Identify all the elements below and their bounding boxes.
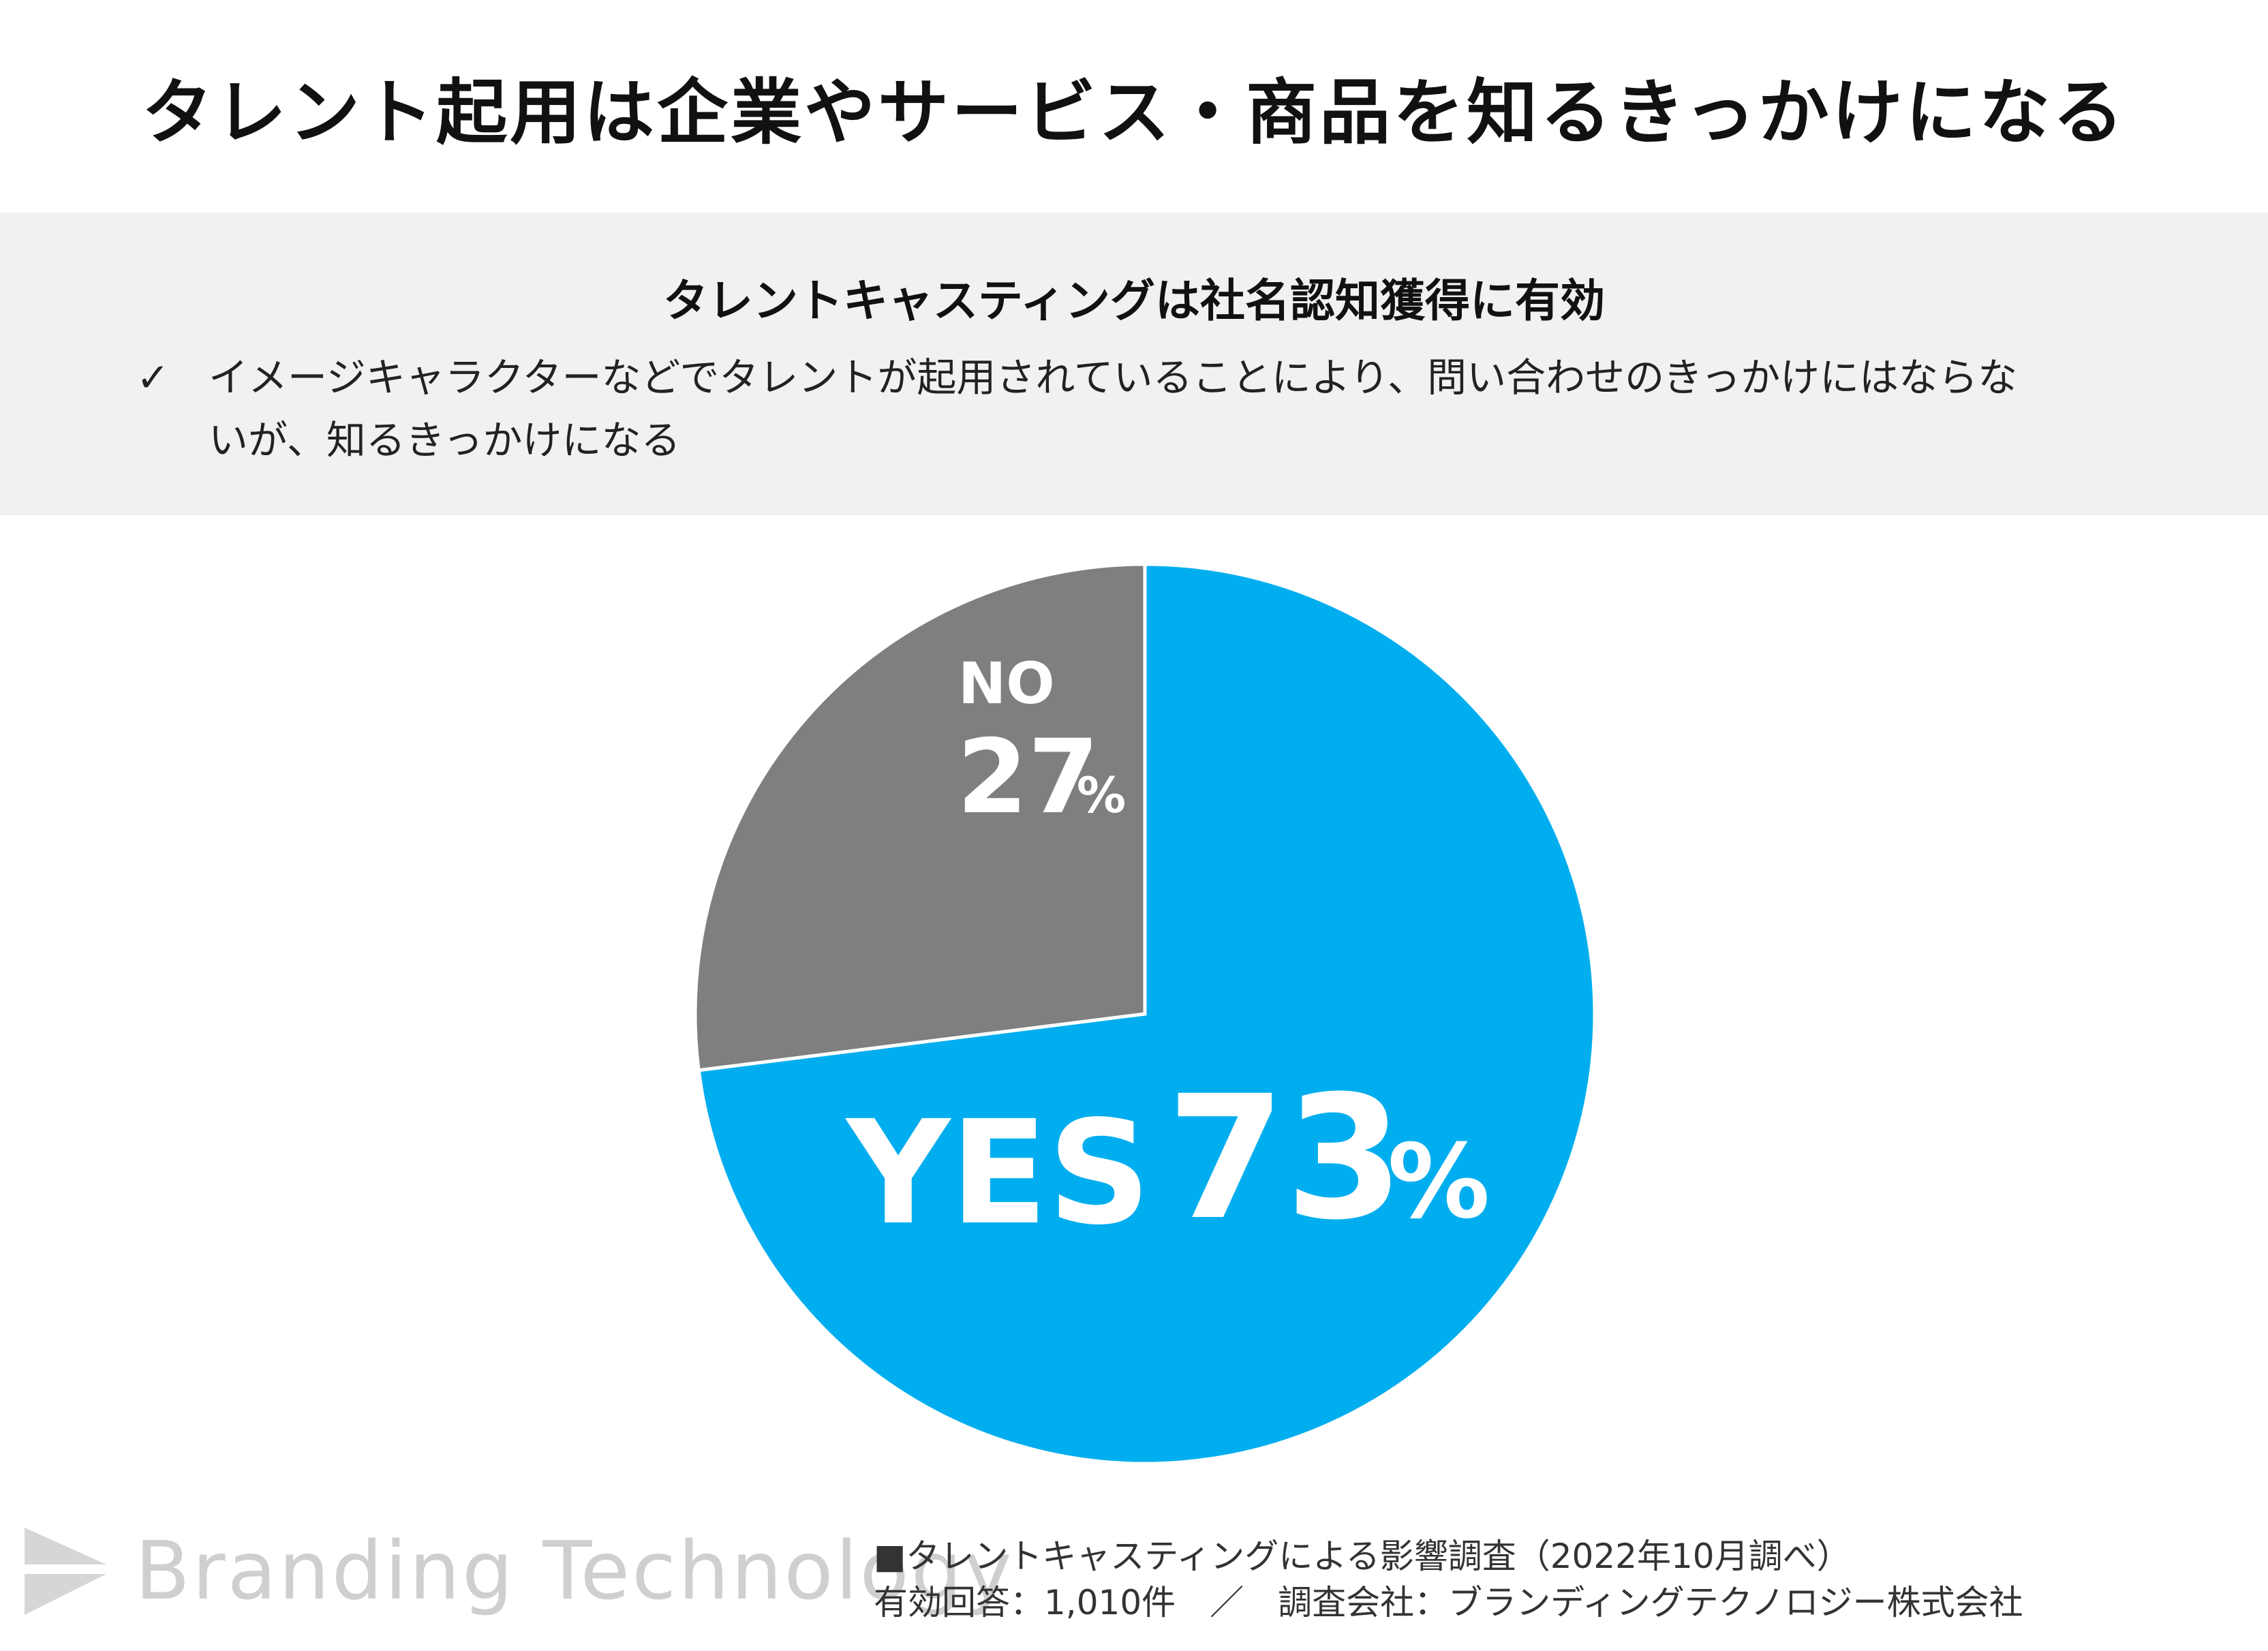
footer-notes: ■タレントキャスティングによる影響調査（2022年10月調べ） 有効回答：1,0… xyxy=(874,1533,2023,1626)
slice-label-no: NO xyxy=(958,650,1055,717)
slice-value-yes: 73 xyxy=(1167,1059,1404,1257)
responses-note: 有効回答：1,010件 ／ 調査会社：ブランディングテクノロジー株式会社 xyxy=(874,1583,2023,1622)
slice-unit-no: % xyxy=(1077,767,1126,824)
bullet-text-line-1: イメージキャラクターなどでタレントが起用されていることにより、問い合わせのきっか… xyxy=(209,354,2018,401)
slice-value-no: 27 xyxy=(957,718,1099,837)
branding-technology-logo-icon xyxy=(25,1528,106,1615)
summary-heading: タレントキャスティングは社名認知獲得に有効 xyxy=(662,275,1606,327)
slice-unit-yes: % xyxy=(1388,1123,1490,1241)
summary-bullet: ✓ イメージキャラクターなどでタレントが起用されていることにより、問い合わせのき… xyxy=(136,346,2154,472)
slice-label-yes: YES xyxy=(844,1090,1151,1256)
pie-slice-yes xyxy=(696,562,1597,1466)
page-title: タレント起用は企業やサービス・商品を知るきっかけになる xyxy=(142,71,2126,154)
logo-text: Branding Technology xyxy=(135,1524,1014,1618)
checkmark-icon: ✓ xyxy=(136,354,170,401)
survey-note: ■タレントキャスティングによる影響調査（2022年10月調べ） xyxy=(874,1537,1851,1576)
pie-slice-no xyxy=(693,562,1147,1073)
summary-box: タレントキャスティングは社名認知獲得に有効 ✓ イメージキャラクターなどでタレン… xyxy=(0,213,2268,515)
bullet-text-line-2: いが、知るきっかけになる xyxy=(209,417,681,463)
